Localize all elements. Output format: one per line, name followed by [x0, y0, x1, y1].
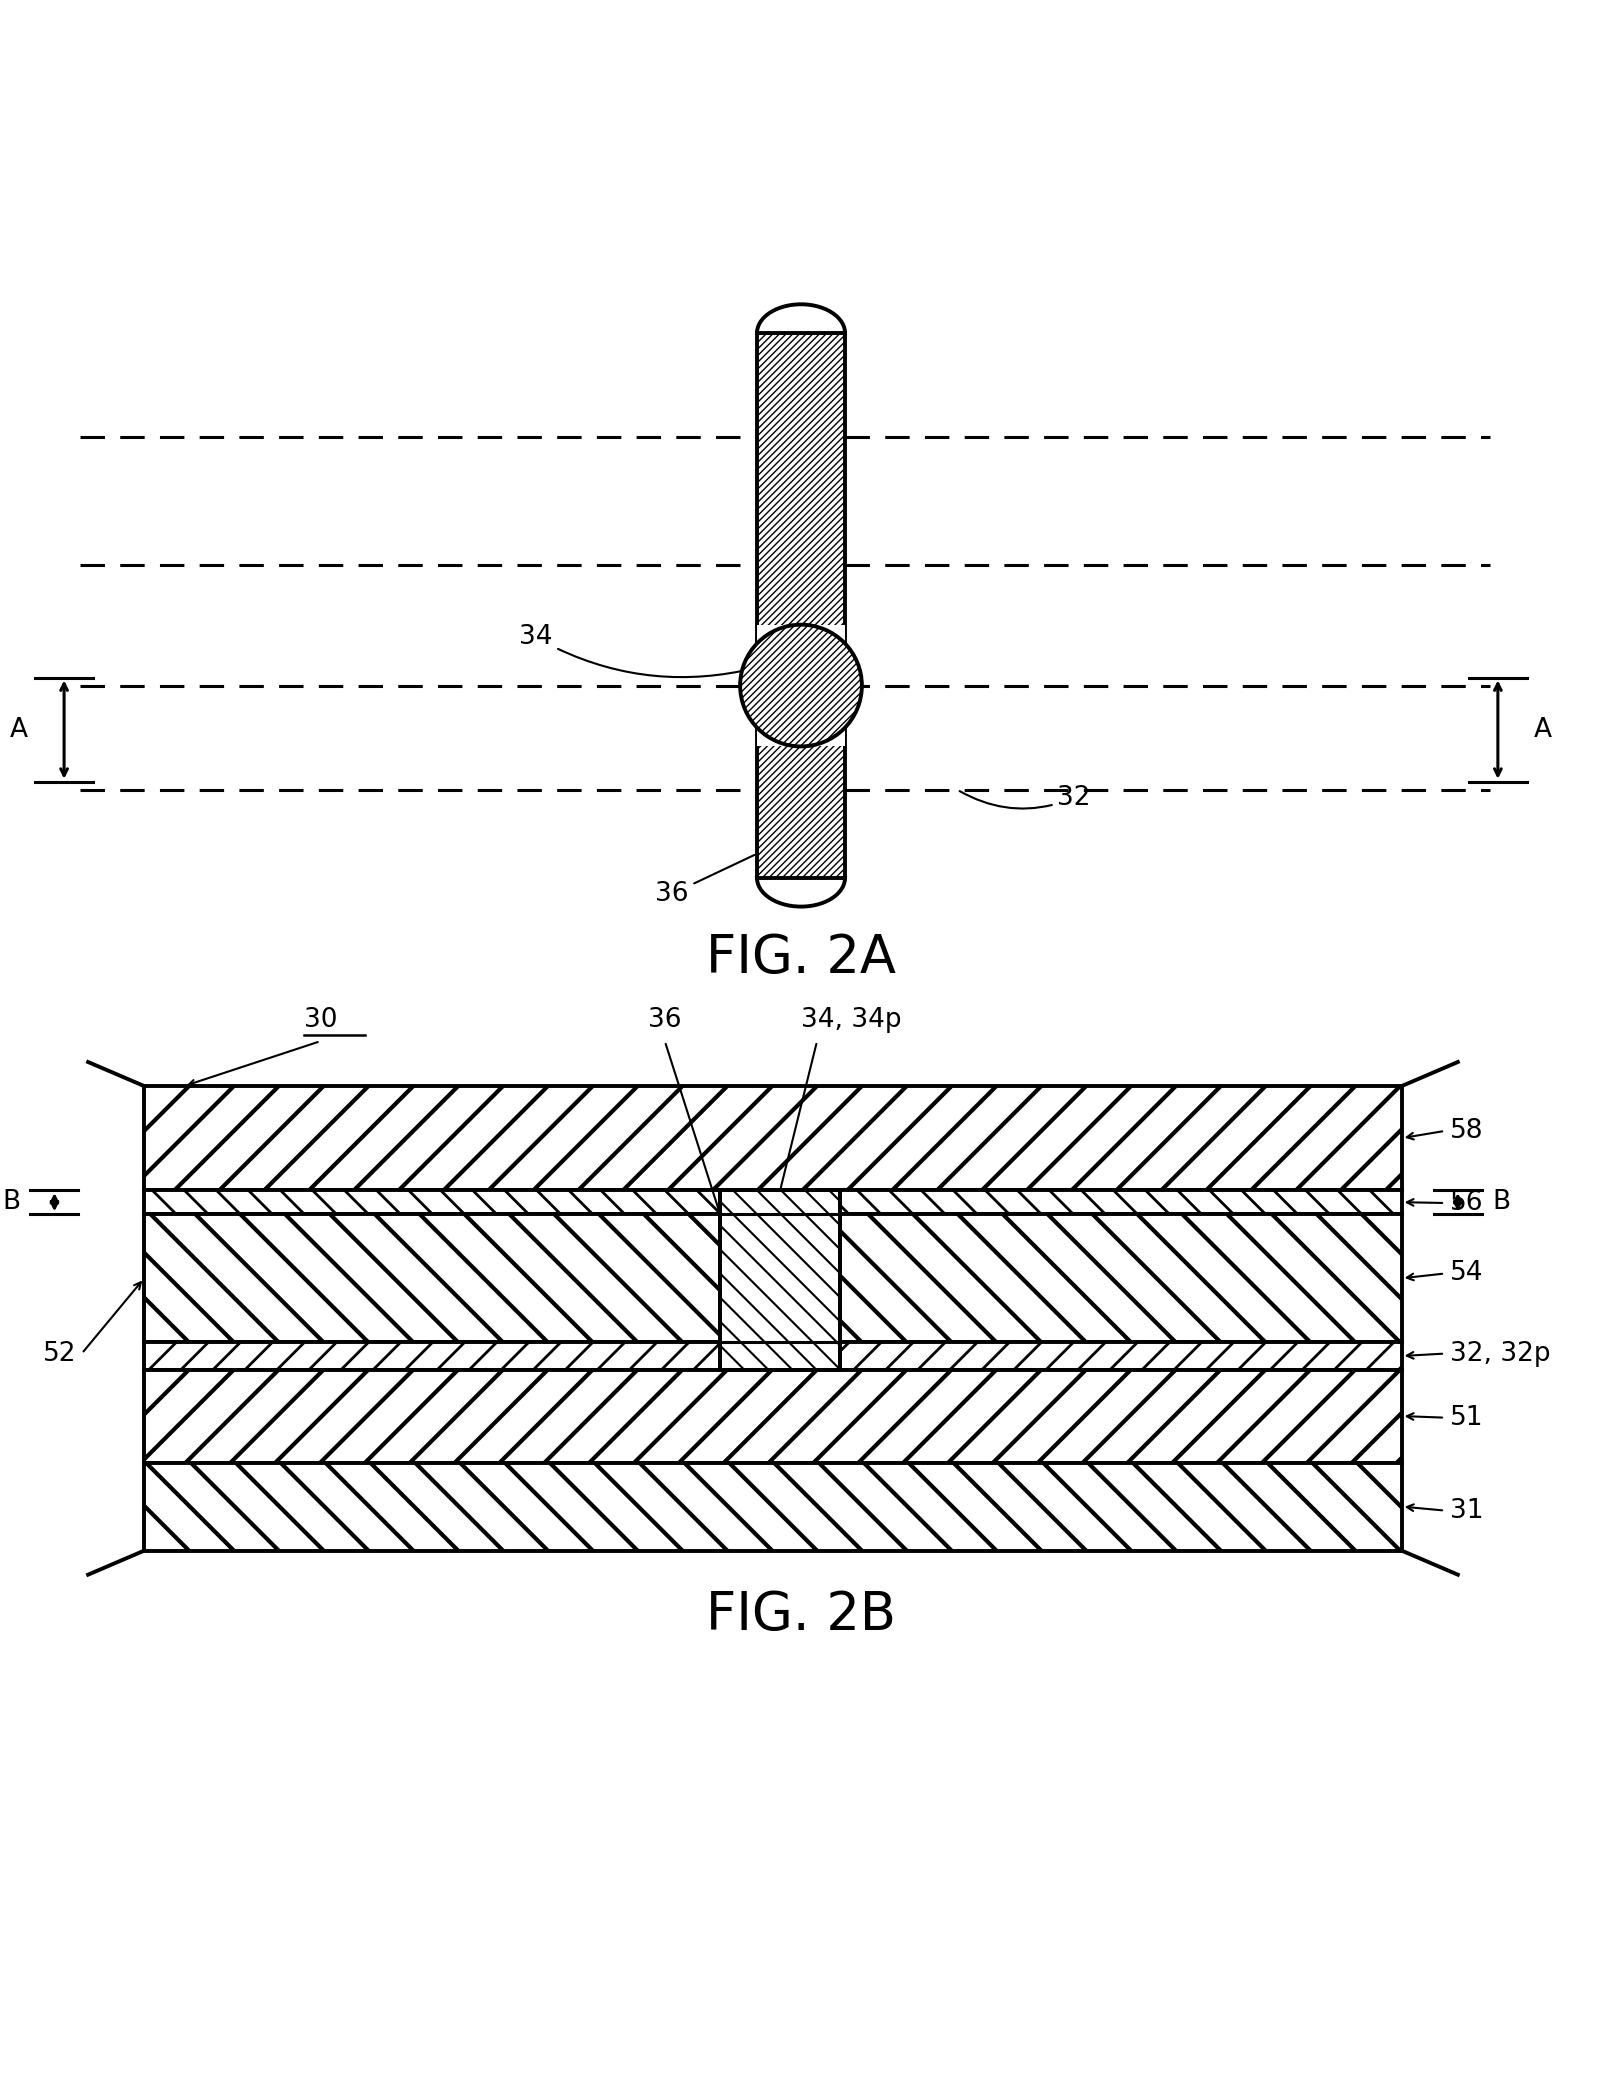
Text: 58: 58	[1450, 1117, 1483, 1144]
Text: 56: 56	[1450, 1190, 1483, 1215]
Text: B: B	[1491, 1188, 1511, 1215]
Text: 34, 34p: 34, 34p	[801, 1006, 902, 1033]
Text: 34: 34	[519, 626, 756, 678]
Text: FIG. 2B: FIG. 2B	[706, 1588, 896, 1640]
Text: A: A	[10, 718, 29, 743]
Bar	[144, 1190, 1402, 1213]
Bar	[144, 1462, 1402, 1550]
Text: 36: 36	[655, 856, 755, 906]
Text: 51: 51	[1450, 1404, 1483, 1431]
Circle shape	[740, 626, 862, 747]
Bar	[721, 1190, 839, 1370]
Text: 30: 30	[304, 1006, 338, 1033]
Text: 32, 32p: 32, 32p	[1450, 1341, 1551, 1366]
Text: A: A	[1533, 718, 1552, 743]
Text: 52: 52	[43, 1341, 77, 1366]
Bar	[144, 1213, 1402, 1343]
Text: 36: 36	[649, 1006, 681, 1033]
Bar	[144, 1343, 1402, 1370]
Bar	[756, 333, 846, 879]
Text: 54: 54	[1450, 1261, 1483, 1287]
Bar	[756, 626, 846, 747]
Bar	[144, 1370, 1402, 1462]
Bar	[144, 1086, 1402, 1190]
Text: 31: 31	[1450, 1498, 1483, 1523]
Text: B: B	[2, 1188, 21, 1215]
Text: 32: 32	[960, 784, 1091, 812]
Bar	[721, 1190, 839, 1370]
Text: FIG. 2A: FIG. 2A	[706, 931, 896, 983]
